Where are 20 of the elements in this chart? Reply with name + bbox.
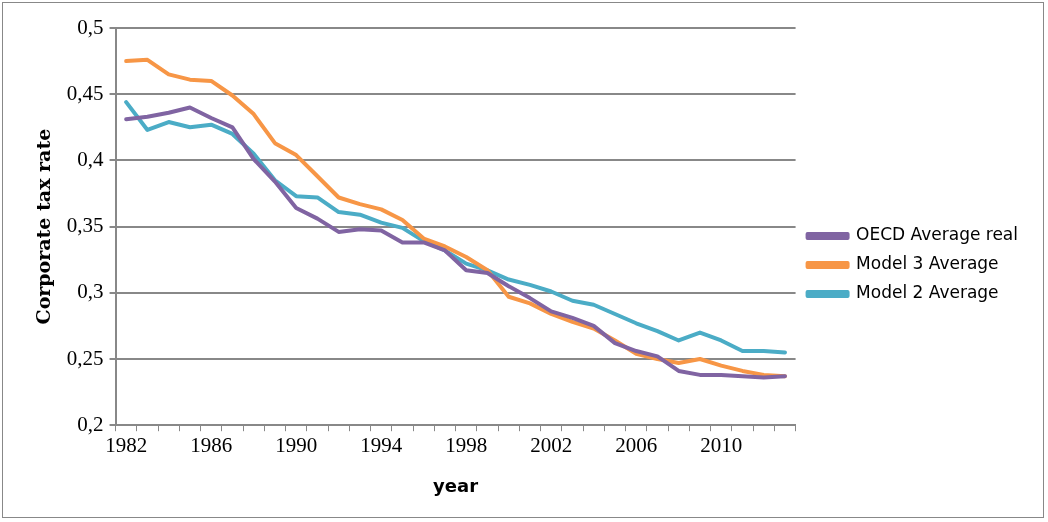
y-tick-label: 0,35	[66, 213, 104, 238]
y-tick-label: 0,25	[66, 345, 104, 370]
x-tick-label: 2010	[700, 433, 743, 458]
x-axis-title: year	[433, 474, 479, 496]
legend-label: Model 3 Average	[856, 253, 999, 274]
legend-label: OECD Average real	[856, 224, 1019, 245]
y-tick-label: 0,3	[77, 279, 104, 304]
x-tick-label: 2006	[615, 433, 658, 458]
y-tick-label: 0,5	[77, 14, 104, 39]
legend-label: Model 2 Average	[856, 282, 999, 303]
y-tick-label: 0,2	[77, 411, 104, 436]
y-tick-label: 0,4	[77, 146, 105, 171]
x-tick-label: 1982	[105, 433, 148, 458]
x-tick-label: 1998	[445, 433, 488, 458]
x-tick-label: 1986	[190, 433, 233, 458]
y-tick-label: 0,45	[66, 80, 104, 105]
x-tick-label: 1990	[275, 433, 318, 458]
y-axis-title: Corporate tax rate	[32, 128, 55, 325]
x-tick-label: 1994	[360, 433, 403, 458]
x-tick-label: 2002	[530, 433, 573, 458]
